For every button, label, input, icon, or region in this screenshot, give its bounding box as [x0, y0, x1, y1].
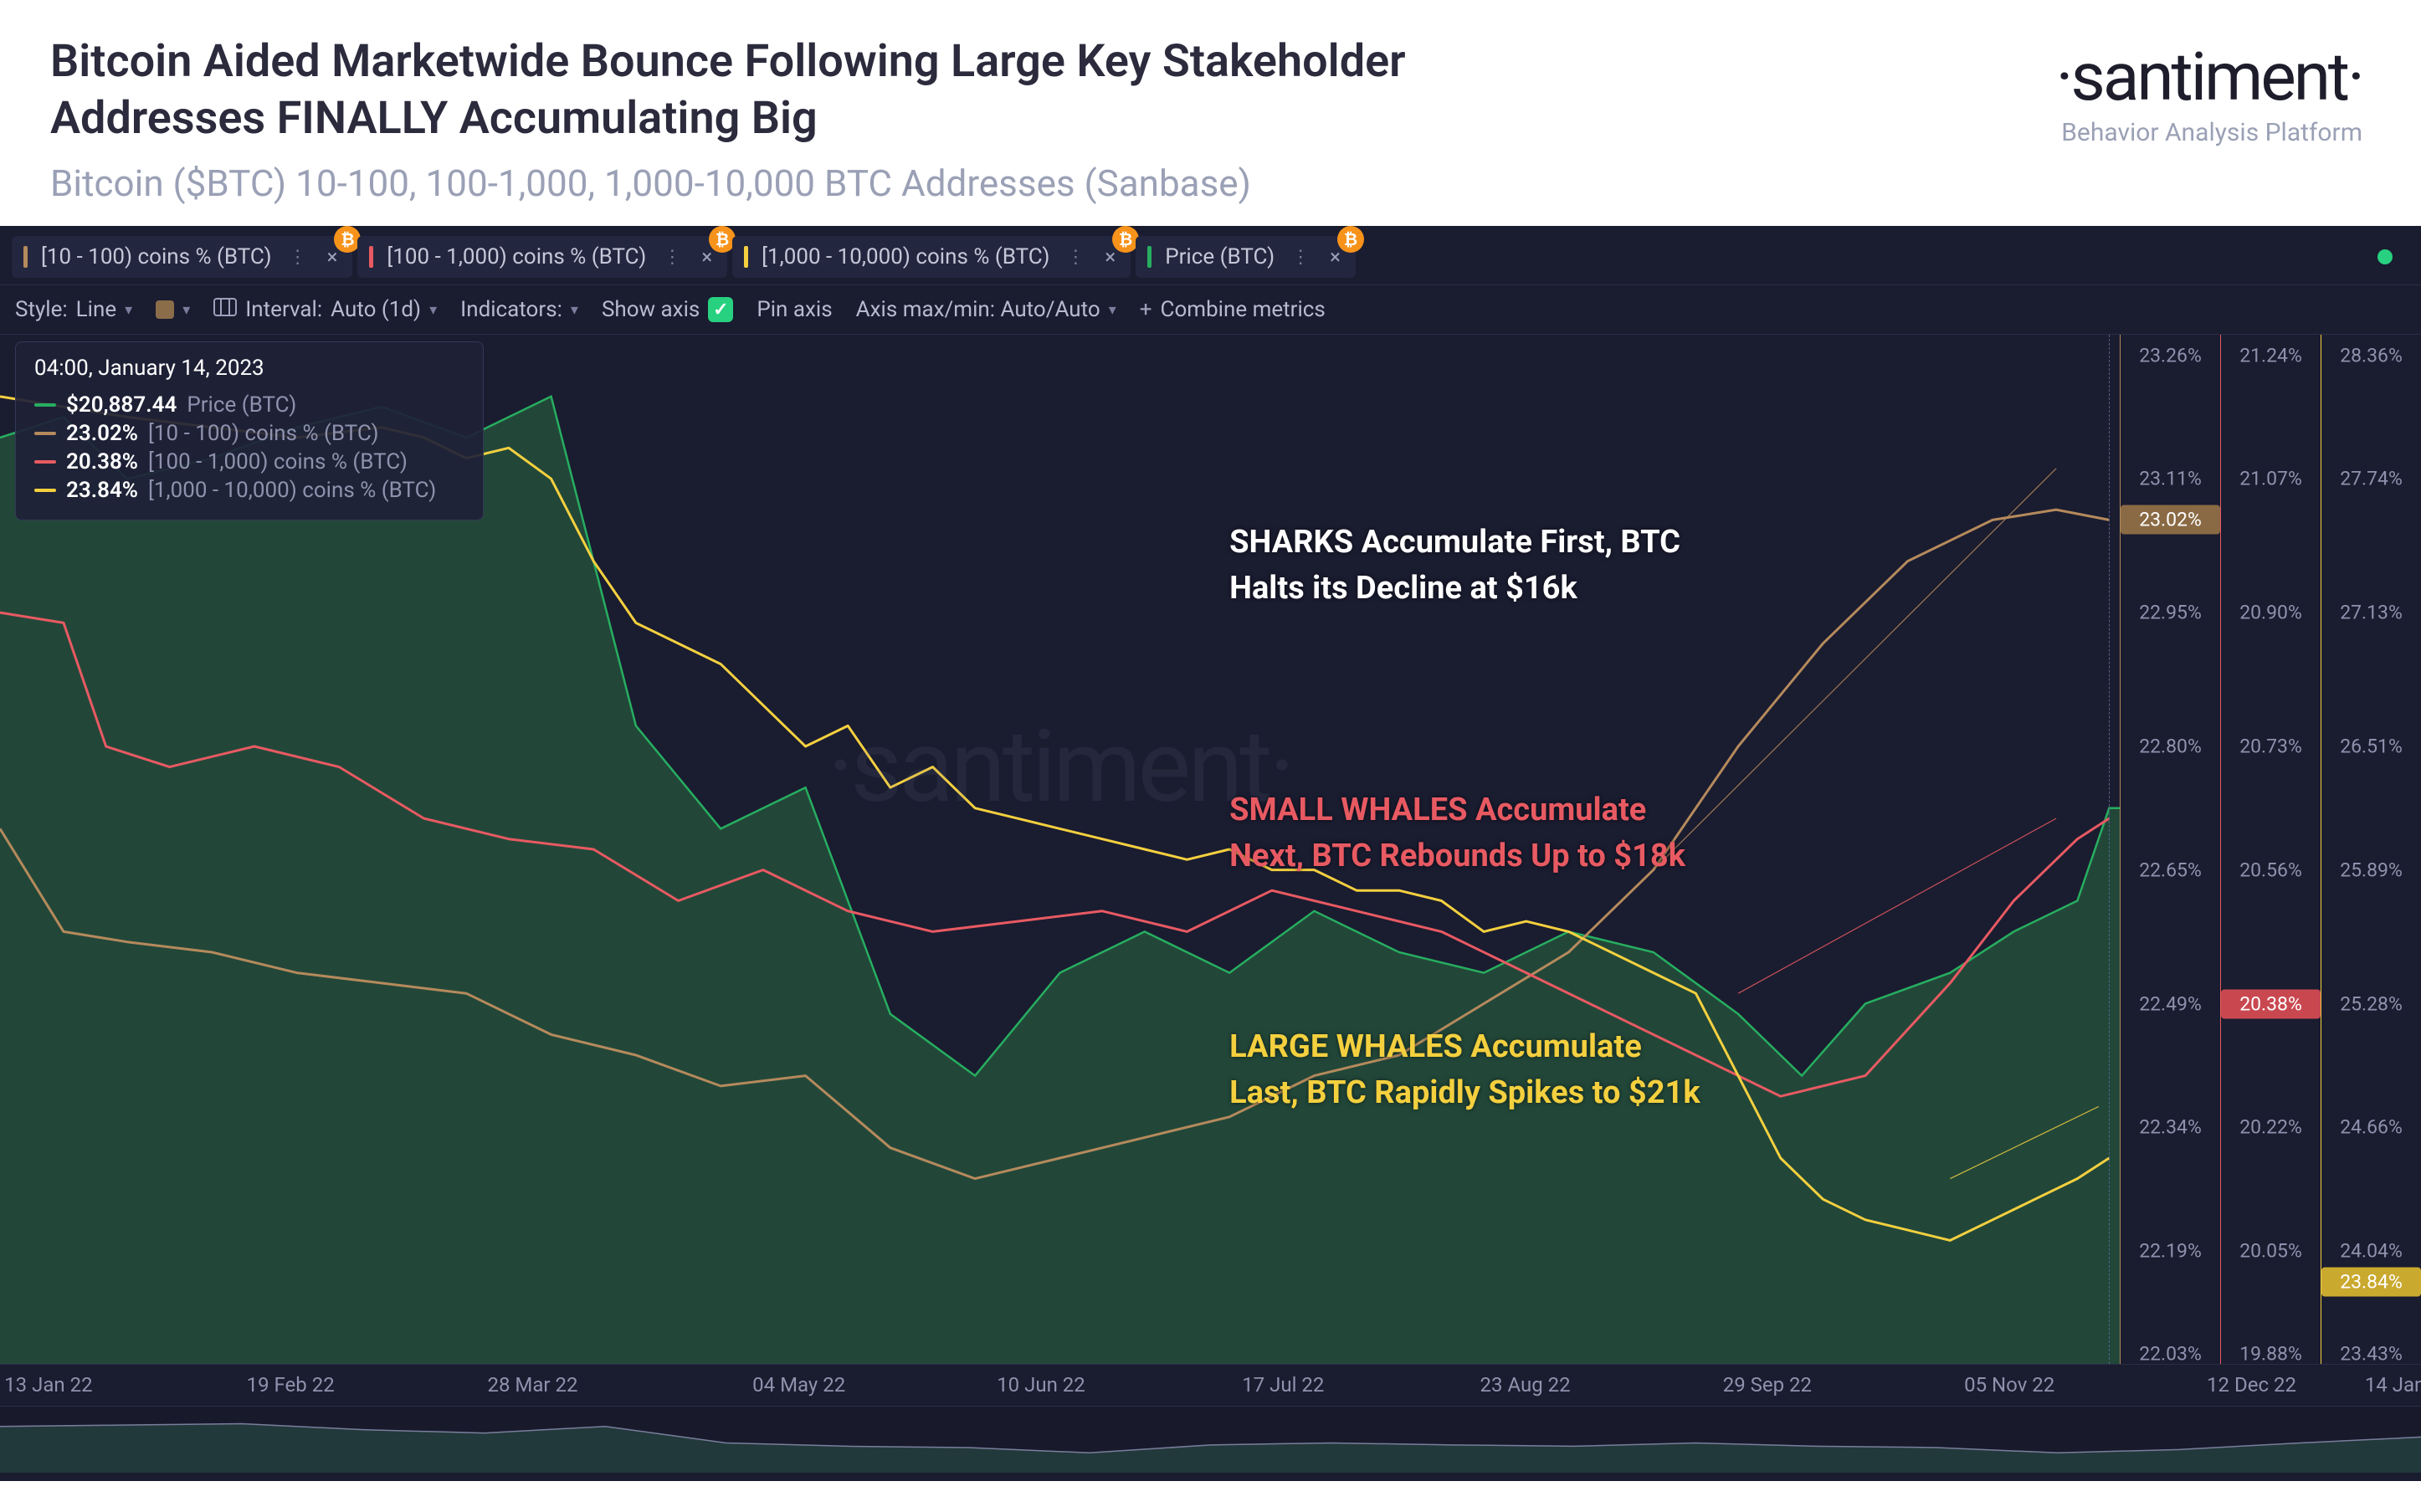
- mini-navigator[interactable]: [0, 1406, 2421, 1473]
- hover-row: 23.02% [10 - 100) coins % (BTC): [34, 421, 464, 446]
- indicators-selector[interactable]: Indicators: ▾: [460, 297, 578, 322]
- y-tick-label: 20.56%: [2221, 859, 2321, 881]
- tab-label: [100 - 1,000) coins % (BTC): [387, 244, 646, 269]
- x-tick-label: 04 May 22: [752, 1373, 845, 1397]
- y-tick-label: 28.36%: [2321, 344, 2421, 366]
- x-tick-label: 05 Nov 22: [1964, 1373, 2054, 1397]
- y-tick-label: 24.04%: [2321, 1239, 2421, 1262]
- y-tick-label: 23.43%: [2321, 1342, 2421, 1365]
- tab-label: [10 - 100) coins % (BTC): [41, 244, 272, 269]
- axis-minmax-selector[interactable]: Axis max/min: Auto/Auto ▾: [856, 297, 1116, 322]
- metric-tabs-row: [10 - 100) coins % (BTC) ⋮ × ₿ [100 - 1,…: [0, 226, 2421, 285]
- hover-row: $20,887.44 Price (BTC): [34, 392, 464, 418]
- metric-tab[interactable]: [10 - 100) coins % (BTC) ⋮ × ₿: [12, 236, 352, 278]
- y-tick-label: 27.74%: [2321, 468, 2421, 490]
- chevron-down-icon: ▾: [182, 301, 190, 319]
- y-tick-label: 25.28%: [2321, 992, 2421, 1015]
- hover-row: 20.38% [100 - 1,000) coins % (BTC): [34, 449, 464, 474]
- interval-selector[interactable]: Interval: Auto (1d) ▾: [213, 297, 437, 322]
- btc-coin-icon: ₿: [1337, 226, 1364, 253]
- style-selector[interactable]: Style: Line ▾: [15, 297, 132, 322]
- chart-toolbar: Style: Line ▾ ▾ Interval: Auto (1d) ▾ In…: [0, 285, 2421, 335]
- y-tick-label: 22.95%: [2121, 602, 2220, 624]
- x-tick-label: 13 Jan 22: [4, 1373, 92, 1397]
- x-tick-label: 19 Feb 22: [247, 1373, 335, 1397]
- x-tick-label: 12 Dec 22: [2207, 1373, 2296, 1397]
- chevron-down-icon: ▾: [125, 301, 132, 319]
- kebab-icon[interactable]: ⋮: [1063, 247, 1088, 268]
- chevron-down-icon: ▾: [429, 301, 437, 319]
- header: Bitcoin Aided Marketwide Bounce Followin…: [0, 0, 2421, 226]
- y-value-badge: 23.84%: [2321, 1267, 2421, 1296]
- kebab-icon[interactable]: ⋮: [659, 247, 685, 268]
- chart-annotation: LARGE WHALES AccumulateLast, BTC Rapidly…: [1229, 1024, 1700, 1116]
- plot-area[interactable]: ·santiment· 04:00, January 14, 2023 $20,…: [0, 335, 2120, 1364]
- chevron-down-icon: ▾: [571, 301, 578, 319]
- y-tick-label: 24.66%: [2321, 1116, 2421, 1139]
- y-tick-label: 23.11%: [2121, 468, 2220, 490]
- y-tick-label: 20.90%: [2221, 602, 2321, 624]
- y-tick-label: 21.07%: [2221, 468, 2321, 490]
- y-tick-label: 23.26%: [2121, 344, 2220, 366]
- y-tick-label: 22.49%: [2121, 992, 2220, 1015]
- page-subtitle: Bitcoin ($BTC) 10-100, 100-1,000, 1,000-…: [50, 161, 2056, 205]
- y-tick-label: 26.51%: [2321, 735, 2421, 758]
- plus-icon: +: [1140, 297, 1152, 322]
- chart-app: [10 - 100) coins % (BTC) ⋮ × ₿ [100 - 1,…: [0, 226, 2421, 1481]
- y-axis: 21.24% 21.07% 20.90% 20.73% 20.56% 20.38% 20.2…: [2220, 335, 2321, 1364]
- metric-tab[interactable]: [100 - 1,000) coins % (BTC) ⋮ × ₿: [357, 236, 727, 278]
- hover-timestamp: 04:00, January 14, 2023: [34, 356, 464, 381]
- show-axis-toggle[interactable]: Show axis ✓: [602, 297, 733, 322]
- live-status-dot[interactable]: [2377, 249, 2393, 264]
- y-tick-label: 22.65%: [2121, 859, 2220, 881]
- y-value-badge: 23.02%: [2121, 505, 2220, 535]
- brand-logo: ·santiment·: [2056, 38, 2362, 116]
- y-tick-label: 22.03%: [2121, 1342, 2220, 1365]
- chevron-down-icon: ▾: [1109, 301, 1116, 319]
- x-tick-label: 10 Jun 22: [997, 1373, 1085, 1397]
- kebab-icon[interactable]: ⋮: [285, 247, 310, 268]
- brand-tagline: Behavior Analysis Platform: [2056, 118, 2362, 147]
- y-tick-label: 27.13%: [2321, 602, 2421, 624]
- y-tick-label: 20.73%: [2221, 735, 2321, 758]
- y-tick-label: 21.24%: [2221, 344, 2321, 366]
- chart-body: ·santiment· 04:00, January 14, 2023 $20,…: [0, 335, 2421, 1364]
- y-value-badge: 20.38%: [2221, 989, 2321, 1018]
- interval-icon: [213, 297, 237, 322]
- y-tick-label: 20.22%: [2221, 1116, 2321, 1139]
- combine-metrics-button[interactable]: + Combine metrics: [1140, 297, 1326, 322]
- y-tick-label: 22.19%: [2121, 1239, 2220, 1262]
- x-tick-label: 14 Jan 23: [2365, 1373, 2421, 1397]
- x-tick-label: 17 Jul 22: [1242, 1373, 1324, 1397]
- metric-tab[interactable]: Price (BTC) ⋮ × ₿: [1136, 236, 1356, 278]
- y-tick-label: 25.89%: [2321, 859, 2421, 881]
- tab-label: [1,000 - 10,000) coins % (BTC): [762, 244, 1049, 269]
- chart-annotation: SMALL WHALES AccumulateNext, BTC Rebound…: [1229, 787, 1685, 879]
- page-title: Bitcoin Aided Marketwide Bounce Followin…: [50, 33, 1557, 146]
- y-tick-label: 22.80%: [2121, 735, 2220, 758]
- chart-annotation: SHARKS Accumulate First, BTCHalts its De…: [1229, 520, 1680, 612]
- y-tick-label: 19.88%: [2221, 1342, 2321, 1365]
- kebab-icon[interactable]: ⋮: [1288, 247, 1313, 268]
- metric-tab[interactable]: [1,000 - 10,000) coins % (BTC) ⋮ × ₿: [732, 236, 1131, 278]
- x-axis: 13 Jan 22 19 Feb 22 28 Mar 22 04 May 22 10 J…: [0, 1364, 2421, 1406]
- y-axis: 23.26% 23.11% 22.95% 22.80% 22.65% 22.49% 22.3…: [2120, 335, 2220, 1364]
- y-axis: 28.36% 27.74% 27.13% 26.51% 25.89% 25.28% 24.6…: [2321, 335, 2421, 1364]
- x-tick-label: 23 Aug 22: [1480, 1373, 1571, 1397]
- crosshair-line: [2109, 335, 2110, 1364]
- hover-tooltip: 04:00, January 14, 2023 $20,887.44 Price…: [15, 341, 484, 520]
- hover-row: 23.84% [1,000 - 10,000) coins % (BTC): [34, 478, 464, 503]
- color-swatch-selector[interactable]: ▾: [156, 300, 190, 319]
- x-tick-label: 28 Mar 22: [487, 1373, 577, 1397]
- y-tick-label: 20.05%: [2221, 1239, 2321, 1262]
- brand: ·santiment· Behavior Analysis Platform: [2056, 33, 2362, 147]
- y-tick-label: 22.34%: [2121, 1116, 2220, 1139]
- pin-axis-button[interactable]: Pin axis: [757, 297, 832, 322]
- x-tick-label: 29 Sep 22: [1723, 1373, 1812, 1397]
- check-icon: ✓: [708, 297, 733, 322]
- tab-label: Price (BTC): [1165, 244, 1275, 269]
